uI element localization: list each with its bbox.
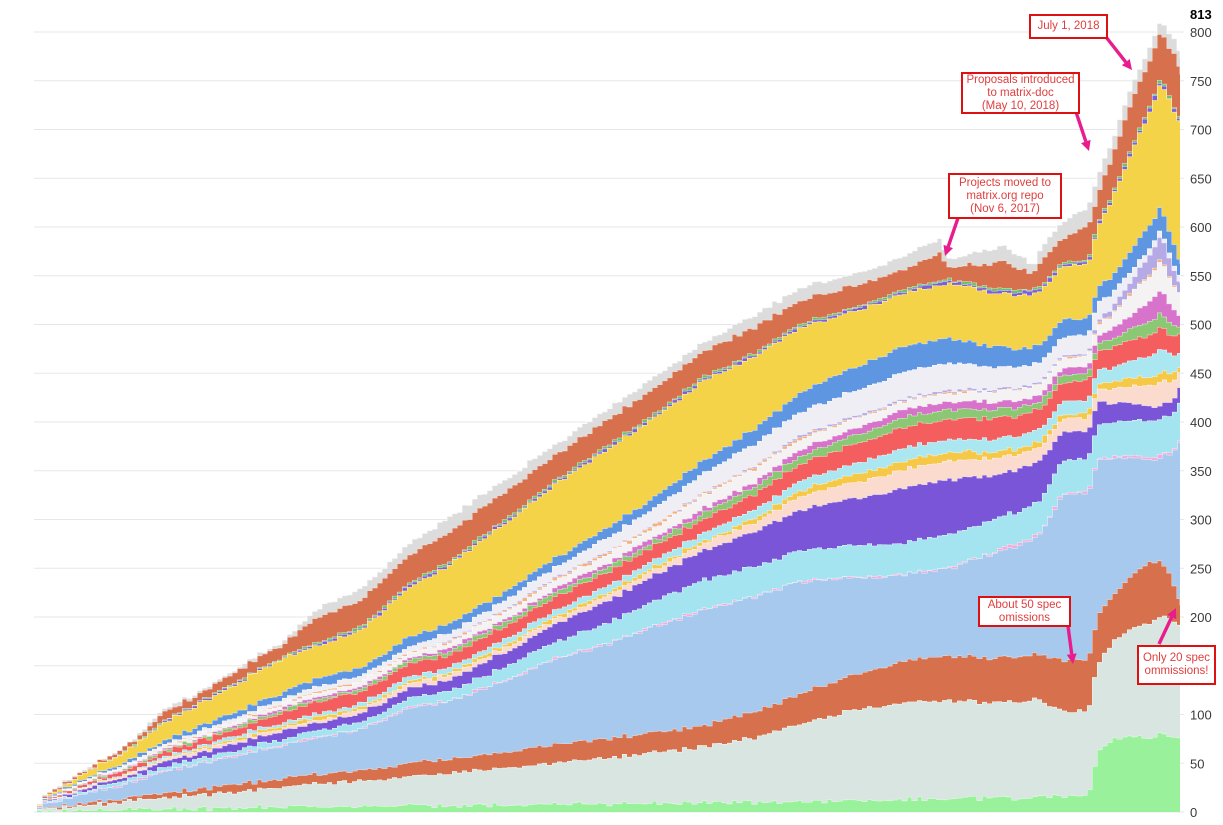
annotation-arrowhead-only-20-spec-omissions — [1167, 608, 1177, 620]
layer-edge-light-gray — [37, 22, 1181, 805]
y-tick-label-650: 650 — [1190, 171, 1212, 186]
layer-light-gray — [37, 23, 1180, 804]
y-tick-label-50: 50 — [1190, 756, 1204, 771]
y-tick-label-200: 200 — [1190, 610, 1212, 625]
annotation-arrow-only-20-spec-omissions — [1157, 616, 1174, 645]
layer-pale-gray-green — [37, 615, 1180, 812]
annotation-arrowhead-july-1-2018 — [1121, 59, 1132, 70]
y-tick-label-600: 600 — [1190, 220, 1212, 235]
y-tick-label-400: 400 — [1190, 415, 1212, 430]
annotation-arrowhead-proposals-introduced — [1081, 139, 1091, 151]
layer-orange-sienna — [37, 560, 1180, 810]
y-current-total-label: 813 — [1190, 7, 1212, 22]
y-tick-label-750: 750 — [1190, 74, 1212, 89]
layer-purple-line — [37, 83, 1180, 805]
annotation-arrow-about-50-spec-omissions — [1066, 625, 1074, 655]
y-tick-label-150: 150 — [1190, 659, 1212, 674]
annotation-arrowhead-about-50-spec-omissions — [1066, 653, 1077, 664]
y-tick-label-700: 700 — [1190, 123, 1212, 138]
layer-peach — [37, 364, 1180, 807]
y-tick-label-250: 250 — [1190, 561, 1212, 576]
layer-orange-sienna-top — [37, 34, 1180, 805]
y-tick-label-0: 0 — [1190, 805, 1197, 820]
layer-light-blue — [37, 432, 1180, 810]
annotation-arrow-proposals-introduced — [1074, 111, 1088, 143]
y-tick-label-100: 100 — [1190, 708, 1212, 723]
y-tick-label-800: 800 — [1190, 25, 1212, 40]
layer-yellow — [37, 85, 1180, 806]
layer-light-green — [37, 732, 1180, 812]
y-tick-label-300: 300 — [1190, 513, 1212, 528]
layer-orchid — [37, 291, 1180, 806]
annotation-arrow-july-1-2018 — [1104, 35, 1128, 64]
y-tick-label-350: 350 — [1190, 464, 1212, 479]
y-tick-label-550: 550 — [1190, 269, 1212, 284]
annotation-arrowhead-projects-moved — [943, 244, 953, 256]
annotation-arrow-projects-moved — [946, 217, 960, 248]
layer-red — [37, 326, 1180, 807]
y-tick-label-500: 500 — [1190, 318, 1212, 333]
layer-blue — [37, 207, 1180, 806]
y-tick-label-450: 450 — [1190, 366, 1212, 381]
